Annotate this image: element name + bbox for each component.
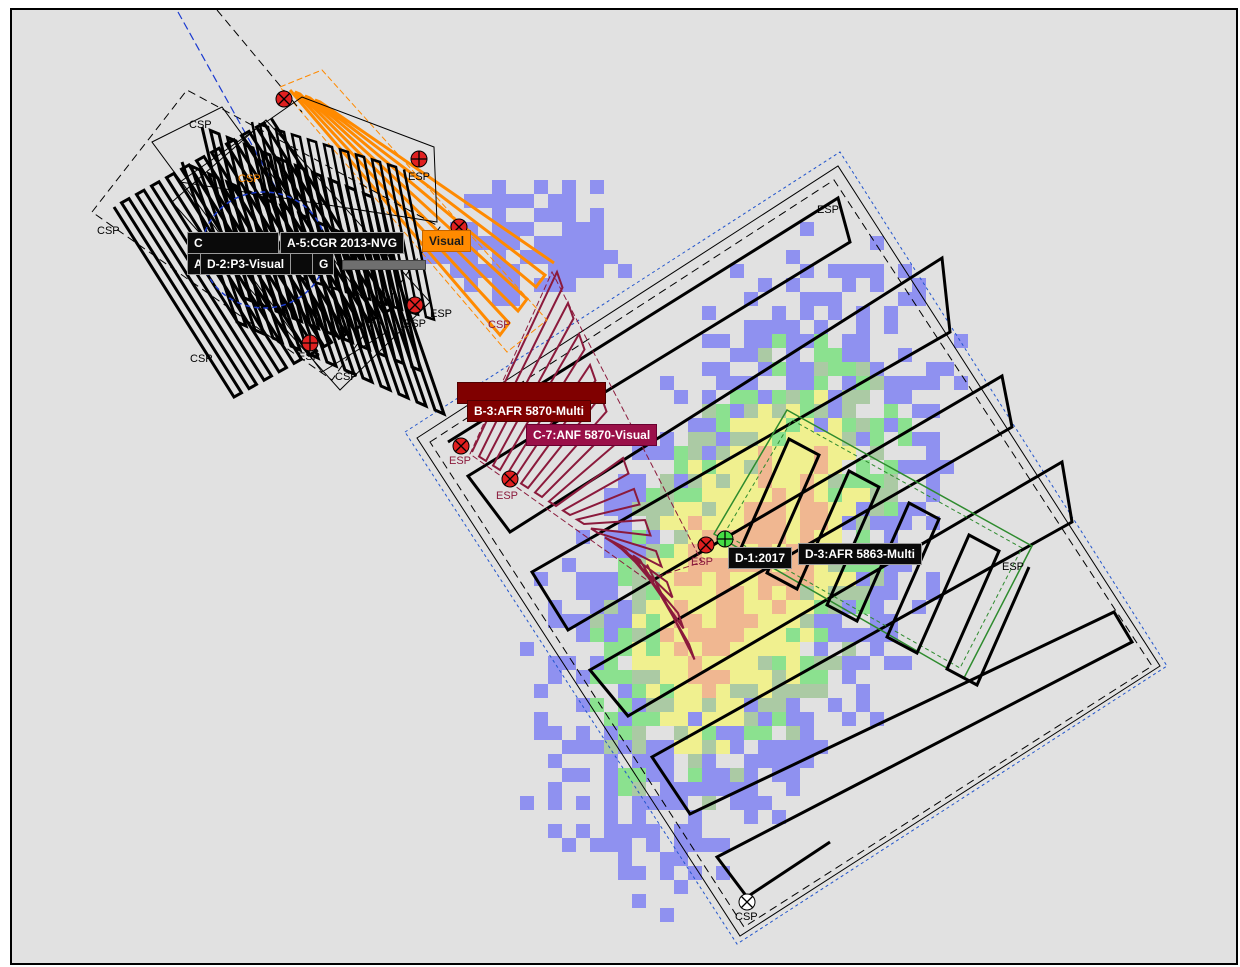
csp-label: CSP: [238, 173, 261, 185]
csp-marker[interactable]: [716, 530, 734, 548]
assignment-label-b3[interactable]: B-3:AFR 5870-Multi: [467, 400, 592, 422]
search-pattern-orange: [279, 69, 555, 353]
esp-label: ESP: [449, 455, 471, 467]
csp-marker[interactable]: [738, 893, 756, 911]
assignment-label-d2[interactable]: D-2:P3-Visual: [200, 253, 292, 275]
assignment-label-text: C-7:ANF 5870-Visual: [533, 428, 651, 442]
assignment-label-text: A-5:CGR 2013-NVG: [287, 236, 398, 250]
esp-marker[interactable]: [452, 437, 470, 455]
assignment-label-d1[interactable]: D-1:2017: [728, 547, 793, 569]
esp-label: ESP: [496, 490, 518, 502]
assignment-label-a-partial[interactable]: C: [187, 232, 279, 254]
assignment-label-text: C: [194, 236, 203, 250]
assignment-label-hidden[interactable]: [342, 260, 426, 270]
esp-label: ESP: [430, 308, 452, 320]
assignment-label-d3[interactable]: D-3:AFR 5863-Multi: [798, 543, 923, 565]
assignment-label-text: D-1:2017: [735, 551, 786, 565]
map-canvas[interactable]: CSP CSP ESP ESP ESP CSP CSP ESP CSP ESP …: [12, 10, 1238, 965]
assignment-label-a5[interactable]: A-5:CGR 2013-NVG: [280, 232, 405, 254]
probability-heatmap: [422, 180, 968, 922]
esp-label: ESP: [817, 204, 839, 216]
search-area-boundary: [404, 151, 1168, 945]
assignment-label-c7[interactable]: C-7:ANF 5870-Visual: [526, 424, 658, 446]
csp-label: CSP: [190, 353, 213, 365]
esp-marker[interactable]: [697, 536, 715, 554]
map-view[interactable]: CSP CSP ESP ESP ESP CSP CSP ESP CSP ESP …: [10, 8, 1238, 965]
csp-marker[interactable]: [301, 334, 319, 352]
assignment-label-text: D-2:P3-Visual: [207, 257, 285, 271]
esp-label: ESP: [408, 171, 430, 183]
csp-label: CSP: [488, 319, 511, 331]
csp-label: CSP: [335, 371, 358, 383]
search-pattern-cluster-a: [91, 10, 447, 417]
esp-label: ESP: [298, 351, 320, 363]
esp-label: ESP: [1002, 561, 1024, 573]
esp-label: ESP: [691, 556, 713, 568]
esp-label: ESP: [404, 318, 426, 330]
esp-marker[interactable]: [406, 296, 424, 314]
esp-marker[interactable]: [501, 470, 519, 488]
assignment-label-text: G: [319, 257, 329, 271]
esp-marker[interactable]: [275, 90, 293, 108]
assignment-label-text: Visual: [429, 234, 465, 248]
csp-label: CSP: [189, 119, 212, 131]
assignment-label-text: D-3:AFR 5863-Multi: [805, 547, 916, 561]
csp-label: CSP: [735, 911, 758, 923]
assignment-label-orange[interactable]: Visual: [422, 230, 472, 252]
assignment-label-text: A: [194, 257, 203, 271]
point-labels: CSP CSP ESP ESP ESP CSP CSP ESP CSP ESP …: [97, 119, 1024, 923]
csp-label: CSP: [97, 225, 120, 237]
esp-marker[interactable]: [410, 150, 428, 168]
assignment-label-g-partial[interactable]: G: [312, 253, 334, 275]
point-markers[interactable]: [260, 90, 756, 911]
assignment-label-text: B-3:AFR 5870-Multi: [474, 404, 585, 418]
